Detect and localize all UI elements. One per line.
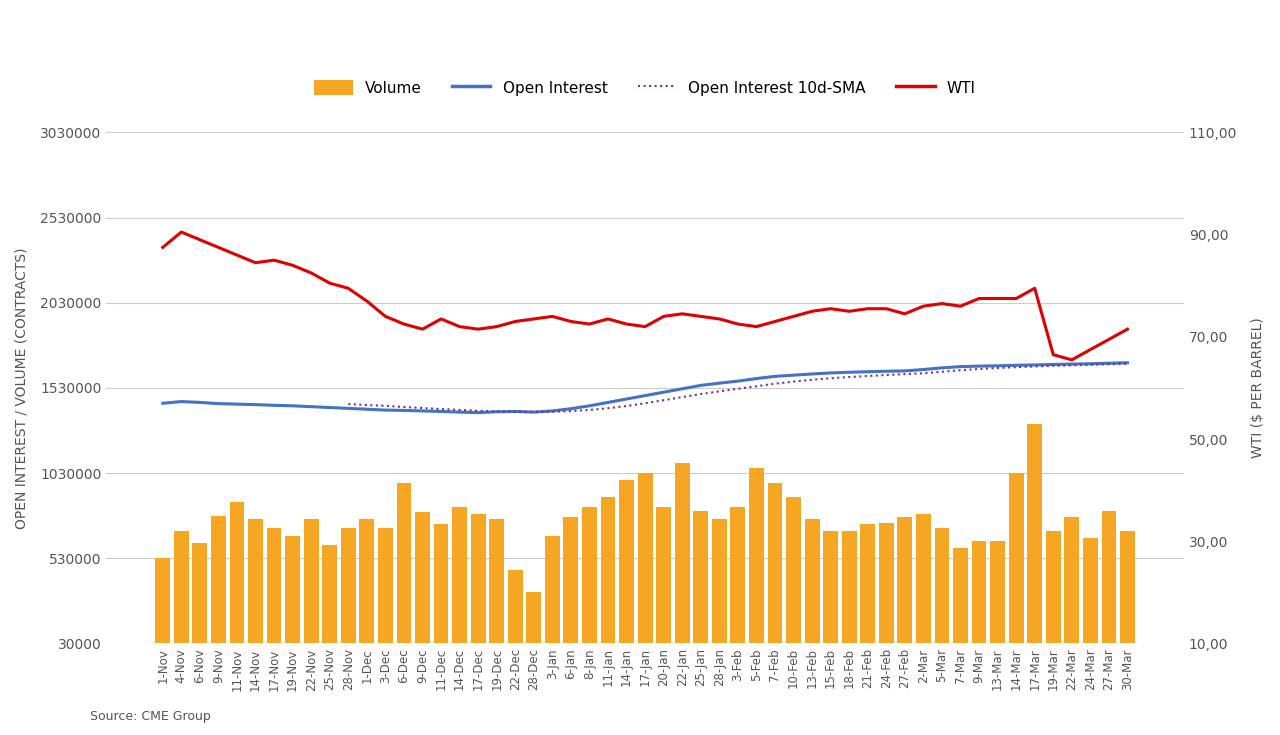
Bar <box>303 519 319 648</box>
Bar <box>860 524 876 648</box>
Bar <box>934 528 950 648</box>
Bar <box>434 524 448 648</box>
Bar <box>340 528 356 648</box>
Bar <box>972 541 987 648</box>
Bar <box>620 480 634 648</box>
Bar <box>749 468 764 648</box>
Bar <box>415 512 430 648</box>
Bar <box>545 536 559 648</box>
Bar <box>563 517 579 648</box>
Y-axis label: WTI ($ PER BARREL): WTI ($ PER BARREL) <box>1251 318 1265 459</box>
Bar <box>897 517 913 648</box>
Bar <box>991 541 1005 648</box>
Bar <box>452 507 467 648</box>
Bar <box>397 484 411 648</box>
Bar <box>768 484 782 648</box>
Bar <box>1065 517 1079 648</box>
Bar <box>323 545 337 648</box>
Bar <box>378 528 393 648</box>
Bar <box>731 507 745 648</box>
Bar <box>248 519 262 648</box>
Bar <box>694 511 708 648</box>
Bar <box>657 507 671 648</box>
Bar <box>192 543 207 648</box>
Bar <box>1046 531 1061 648</box>
Text: Source: CME Group: Source: CME Group <box>90 710 210 723</box>
Bar <box>637 473 653 648</box>
Bar <box>471 514 485 648</box>
Bar <box>526 592 541 648</box>
Bar <box>266 528 282 648</box>
Bar <box>712 519 727 648</box>
Bar <box>786 497 801 648</box>
Bar <box>1028 423 1042 648</box>
Legend: Volume, Open Interest, Open Interest 10d-SMA, WTI: Volume, Open Interest, Open Interest 10d… <box>308 74 982 101</box>
Bar <box>1120 531 1135 648</box>
Bar <box>174 531 188 648</box>
Bar <box>229 502 244 648</box>
Bar <box>508 570 522 648</box>
Bar <box>823 531 838 648</box>
Bar <box>805 519 819 648</box>
Bar <box>879 523 893 648</box>
Bar <box>211 516 225 648</box>
Bar <box>916 514 931 648</box>
Bar <box>155 559 170 648</box>
Bar <box>954 548 968 648</box>
Bar <box>360 519 374 648</box>
Bar <box>600 497 616 648</box>
Bar <box>285 536 300 648</box>
Y-axis label: OPEN INTEREST / VOLUME (CONTRACTS): OPEN INTEREST / VOLUME (CONTRACTS) <box>15 247 29 528</box>
Bar <box>582 507 596 648</box>
Bar <box>1009 473 1024 648</box>
Bar <box>842 531 856 648</box>
Bar <box>1102 511 1116 648</box>
Bar <box>489 519 504 648</box>
Bar <box>675 463 690 648</box>
Bar <box>1083 538 1098 648</box>
